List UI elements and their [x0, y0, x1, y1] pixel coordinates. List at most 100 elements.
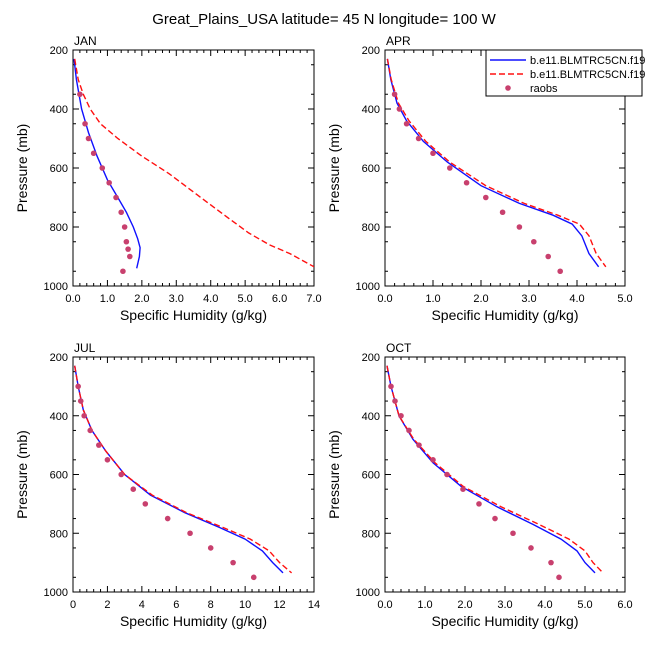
plot-area	[74, 365, 293, 581]
raobs-point	[545, 253, 551, 260]
x-tick-label: 6.0	[272, 293, 287, 305]
raobs-point	[125, 246, 131, 252]
model-line-solid	[73, 58, 141, 269]
raobs-point	[430, 457, 436, 463]
raobs-point	[142, 501, 149, 507]
raobs-point	[510, 530, 516, 537]
x-tick-label: 0.0	[377, 293, 392, 305]
y-tick-label: 600	[362, 470, 380, 482]
y-tick-label: 800	[362, 222, 380, 234]
raobs-point	[463, 179, 470, 186]
panel-label: JAN	[74, 34, 97, 48]
y-tick-label: 200	[362, 352, 380, 364]
legend-marker	[505, 85, 511, 91]
raobs-point	[444, 471, 450, 478]
model-line-solid	[74, 365, 284, 574]
x-tick-label: 14	[308, 599, 320, 611]
raobs-point	[82, 120, 88, 127]
raobs-point	[90, 150, 97, 157]
y-tick-label: 400	[362, 104, 380, 116]
raobs-point	[81, 412, 87, 419]
y-tick-label: 400	[362, 411, 380, 423]
plot-area	[386, 58, 607, 275]
x-tick-label: 1.0	[417, 599, 432, 611]
x-tick-label: 2.0	[457, 599, 472, 611]
raobs-point	[528, 545, 534, 551]
legend: b.e11.BLMTRC5CN.f19 b.e11.BLMTRC5CN.f19 ra…	[485, 49, 645, 97]
raobs-point	[127, 253, 133, 260]
raobs-point	[118, 209, 124, 216]
raobs-point	[75, 383, 81, 390]
x-tick-label: 2.0	[473, 293, 488, 305]
y-tick-label: 400	[50, 104, 68, 116]
y-tick-label: 800	[362, 528, 380, 540]
raobs-point	[516, 224, 523, 230]
legend-label: b.e11.BLMTRC5CN.f19	[530, 55, 645, 67]
raobs-point	[460, 486, 466, 492]
x-tick-label: 3.0	[497, 599, 512, 611]
y-tick-label: 200	[362, 45, 380, 57]
raobs-point	[164, 515, 171, 522]
raobs-point	[557, 268, 563, 275]
raobs-point	[388, 383, 394, 390]
x-tick-label: 2.0	[134, 293, 149, 305]
raobs-point	[548, 559, 554, 566]
y-tick-label: 1000	[356, 281, 380, 293]
figure-title: Great_Plains_USA latitude= 45 N longitud…	[152, 11, 496, 28]
y-tick-label: 200	[50, 45, 68, 57]
x-tick-label: 5.0	[577, 599, 592, 611]
plot-area	[386, 365, 604, 581]
raobs-point	[476, 501, 482, 507]
x-tick-label: 4.0	[569, 293, 584, 305]
y-axis-title: Pressure (mb)	[326, 124, 342, 213]
raobs-point	[96, 442, 102, 448]
raobs-point	[230, 559, 236, 566]
y-tick-label: 800	[50, 528, 68, 540]
legend-box	[485, 49, 643, 97]
raobs-point	[187, 530, 193, 537]
x-axis-title: Specific Humidity (g/kg)	[431, 613, 578, 629]
raobs-point	[531, 238, 537, 245]
panel-label: APR	[386, 34, 411, 48]
model-line-solid	[386, 58, 600, 268]
x-tick-label: 0.0	[65, 293, 80, 305]
x-tick-label: 4	[139, 599, 145, 611]
raobs-point	[106, 179, 112, 186]
raobs-point	[499, 209, 506, 216]
x-tick-label: 0.0	[377, 599, 392, 611]
y-tick-label: 1000	[44, 281, 68, 293]
raobs-point	[403, 120, 410, 127]
raobs-point	[77, 398, 84, 404]
raobs-point	[121, 224, 128, 230]
panel-jan: 0.0 1.0 2.0 3.0 4.0 5.0 6.0 7.0 200 400 600 800 1000…	[14, 34, 322, 323]
raobs-point	[113, 194, 119, 201]
y-tick-label: 600	[50, 470, 68, 482]
x-tick-label: 6	[173, 599, 179, 611]
x-tick-label: 1.0	[100, 293, 115, 305]
panels: 0.0 1.0 2.0 3.0 4.0 5.0 6.0 7.0 200 400 600 800 1000…	[14, 34, 633, 629]
y-tick-label: 600	[50, 163, 68, 175]
x-tick-label: 8	[208, 599, 214, 611]
raobs-point	[492, 515, 498, 522]
panel-oct: 0.0 1.0 2.0 3.0 4.0 5.0 6.0 200 400 600 800 1000 OCT…	[326, 341, 633, 629]
plot-frame	[72, 49, 315, 287]
x-tick-label: 5.0	[617, 293, 632, 305]
x-tick-label: 10	[239, 599, 251, 611]
y-axis-title: Pressure (mb)	[14, 124, 30, 213]
raobs-point	[556, 574, 562, 581]
panel-label: JUL	[74, 341, 96, 355]
x-tick-label: 7.0	[306, 293, 321, 305]
raobs-point	[77, 91, 83, 98]
panel-label: OCT	[386, 341, 412, 355]
x-axis-title: Specific Humidity (g/kg)	[120, 307, 267, 323]
raobs-point	[118, 471, 124, 478]
raobs-point	[416, 442, 422, 448]
raobs-point	[392, 398, 398, 404]
model-line-dashed	[74, 365, 293, 574]
raobs-point	[120, 268, 126, 275]
raobs-point	[396, 106, 403, 112]
raobs-point	[415, 135, 422, 142]
y-tick-label: 800	[50, 222, 68, 234]
model-line-dashed	[386, 58, 607, 268]
y-tick-label: 1000	[44, 587, 68, 599]
